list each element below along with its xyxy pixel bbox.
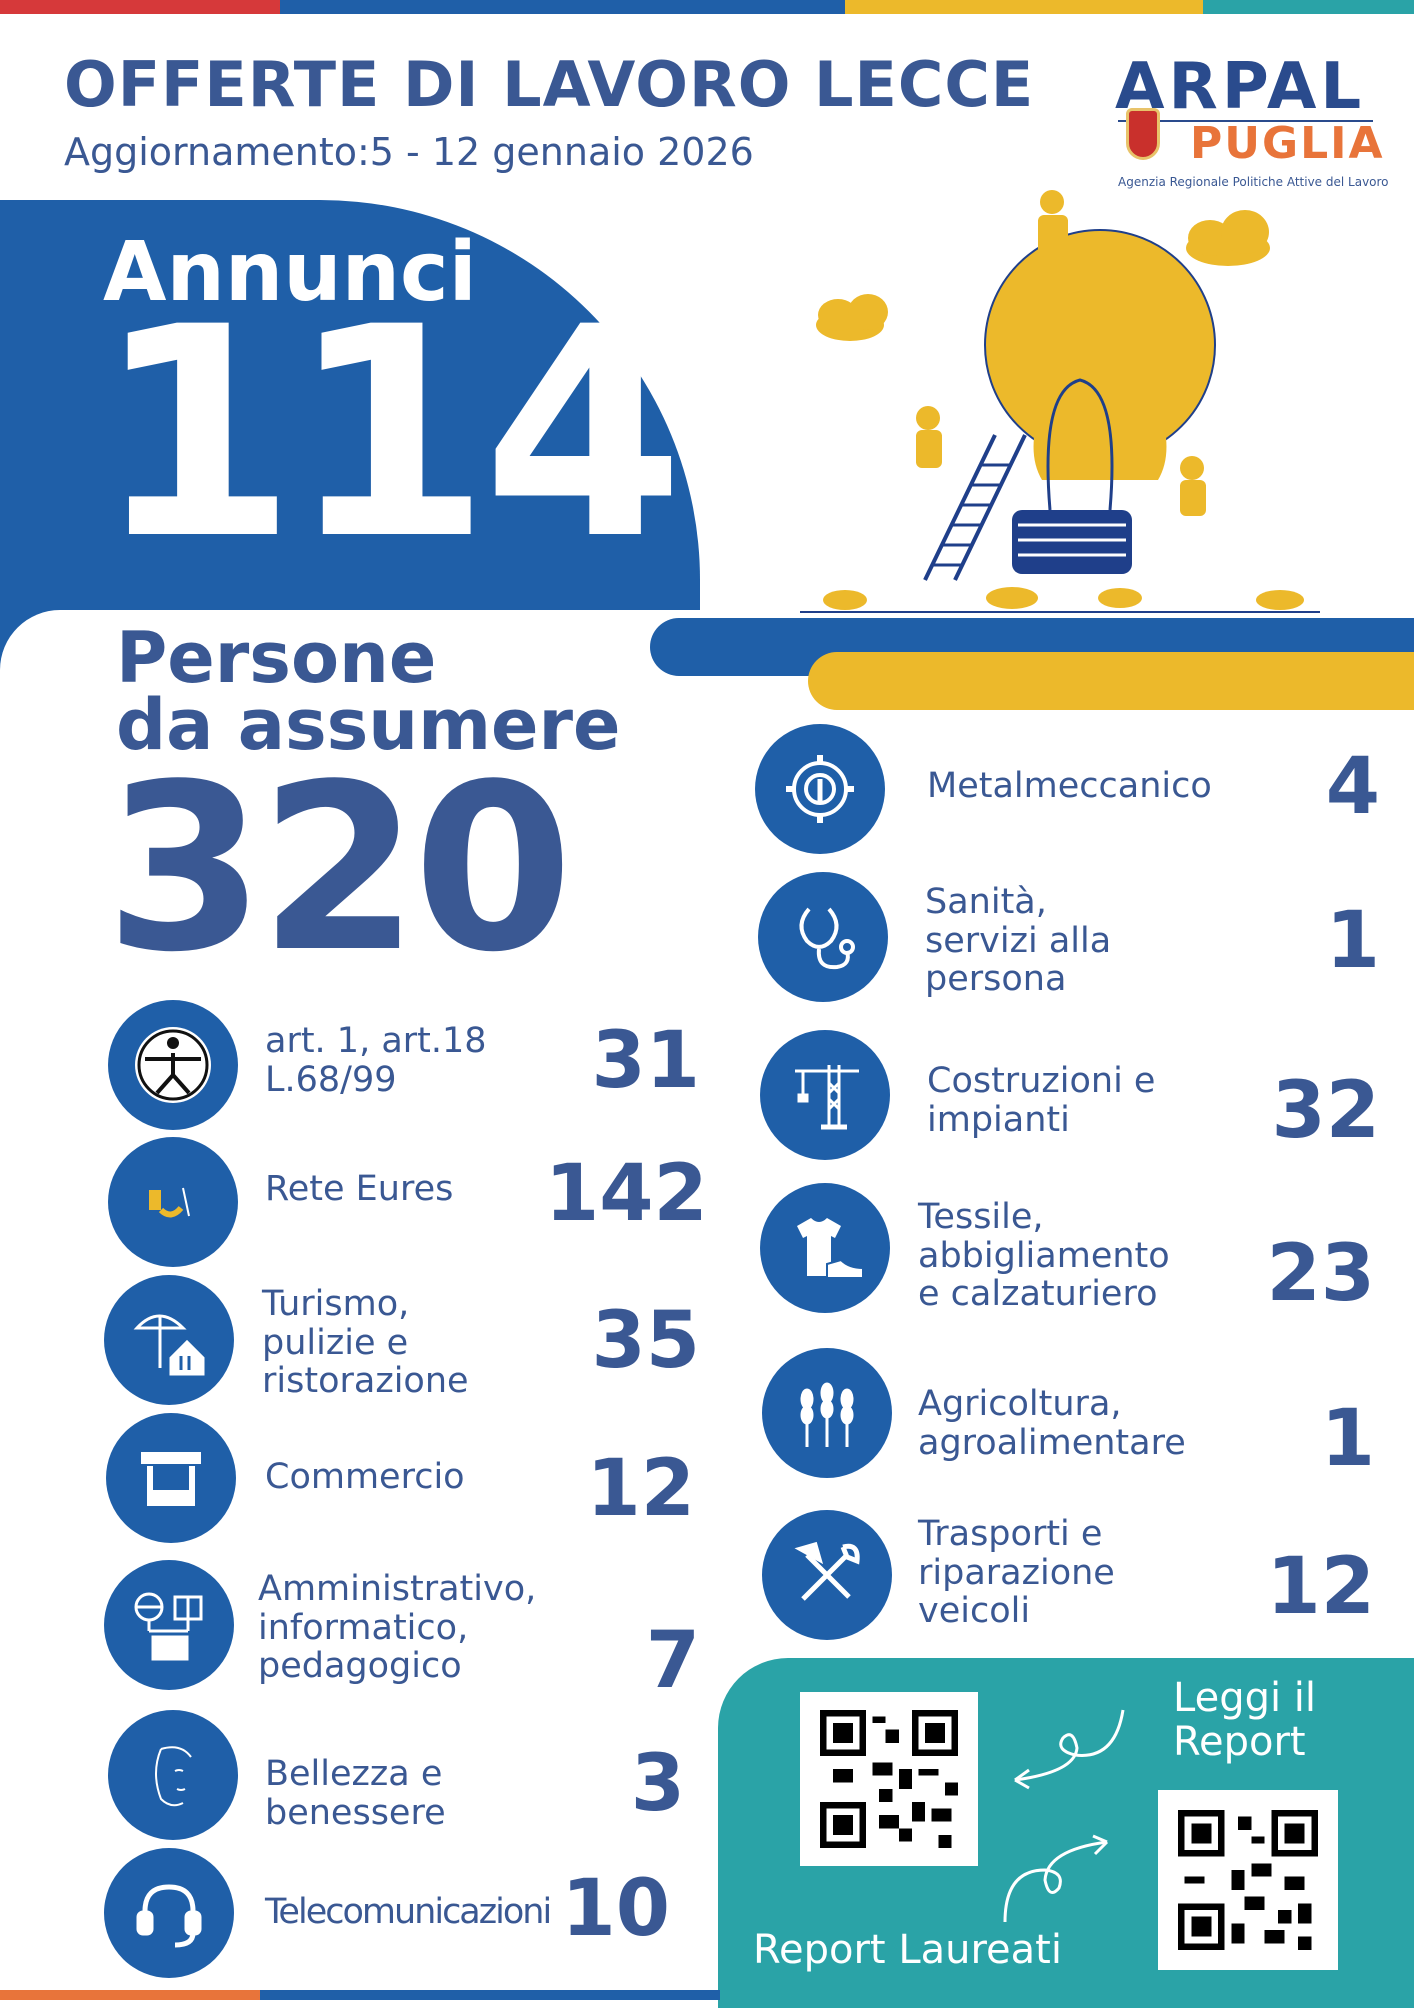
category-label: art. 1, art.18 L.68/99	[265, 1021, 487, 1100]
puglia-crest-icon	[1126, 108, 1160, 160]
arrow-to-report-icon	[1014, 1709, 1125, 1790]
category-label: Agricoltura, agroalimentare	[918, 1384, 1186, 1463]
category-label: Sanità, servizi alla persona	[925, 882, 1112, 999]
category-value: 32	[1271, 1066, 1380, 1156]
logo-divider	[1118, 120, 1373, 122]
category-label: Telecomunicazioni	[265, 1892, 552, 1932]
category-label: Rete Eures	[265, 1169, 454, 1209]
arrow-to-laureati-icon	[1003, 1834, 1109, 1923]
persone-label-line1: Persone	[116, 617, 437, 699]
category-label: Turismo, pulizie e ristorazione	[262, 1284, 469, 1401]
puglia-logo: PUGLIA	[1190, 118, 1385, 169]
office-network-icon	[104, 1560, 234, 1690]
category-value: 31	[591, 1016, 700, 1106]
crane-icon	[760, 1030, 890, 1160]
persone-label-line2: da assumere	[116, 683, 621, 766]
category-value: 1	[1320, 1394, 1375, 1484]
category-value: 4	[1325, 742, 1380, 832]
category-label: Amministrativo, informatico, pedagogico	[258, 1569, 537, 1686]
category-label: Costruzioni e impianti	[927, 1061, 1156, 1140]
category-label: Bellezza e benessere	[265, 1754, 446, 1833]
eures-logo-icon	[108, 1137, 238, 1267]
tools-icon	[762, 1510, 892, 1640]
category-label: Commercio	[265, 1457, 465, 1497]
beach-house-icon	[104, 1275, 234, 1405]
wheat-icon	[762, 1348, 892, 1478]
category-label: Tessile, abbigliamento e calzaturiero	[918, 1197, 1170, 1314]
qr-code-report[interactable]	[800, 1692, 978, 1866]
page-title: OFFERTE DI LAVORO LECCE	[64, 48, 1035, 121]
category-value: 10	[561, 1864, 670, 1954]
category-label: Trasporti e riparazione veicoli	[918, 1514, 1115, 1631]
category-value: 35	[591, 1296, 700, 1386]
face-icon	[108, 1710, 238, 1840]
agency-name: Agenzia Regionale Politiche Attive del L…	[1118, 175, 1389, 189]
annunci-value: 114	[95, 266, 684, 603]
top-color-bar	[0, 0, 1414, 14]
category-label: Metalmeccanico	[927, 766, 1212, 806]
category-value: 142	[545, 1149, 708, 1239]
headset-icon	[104, 1848, 234, 1978]
shirt-shoe-icon	[760, 1183, 890, 1313]
qr-code-laureati[interactable]	[1158, 1790, 1338, 1970]
persone-value: 320	[105, 736, 573, 1003]
yellow-stripe	[808, 652, 1414, 710]
category-value: 12	[1266, 1542, 1375, 1632]
category-value: 12	[586, 1444, 695, 1534]
category-value: 1	[1325, 896, 1380, 986]
market-stall-icon	[106, 1413, 236, 1543]
category-value: 23	[1266, 1229, 1375, 1319]
report-laureati-label: Report Laureati	[753, 1927, 1062, 1973]
lightbulb-illustration	[800, 190, 1320, 613]
gear-wrench-icon	[755, 724, 885, 854]
accessibility-icon	[108, 1000, 238, 1130]
leggi-report-label: Leggi il Report	[1173, 1675, 1317, 1765]
bottom-color-bar	[0, 1990, 1414, 2000]
annunci-label: Annunci	[103, 225, 477, 320]
update-date: Aggiornamento:5 - 12 gennaio 2026	[64, 130, 754, 174]
persone-label: Persone da assumere	[116, 617, 621, 766]
category-value: 3	[630, 1739, 685, 1829]
category-value: 7	[645, 1616, 700, 1706]
stethoscope-icon	[758, 872, 888, 1002]
